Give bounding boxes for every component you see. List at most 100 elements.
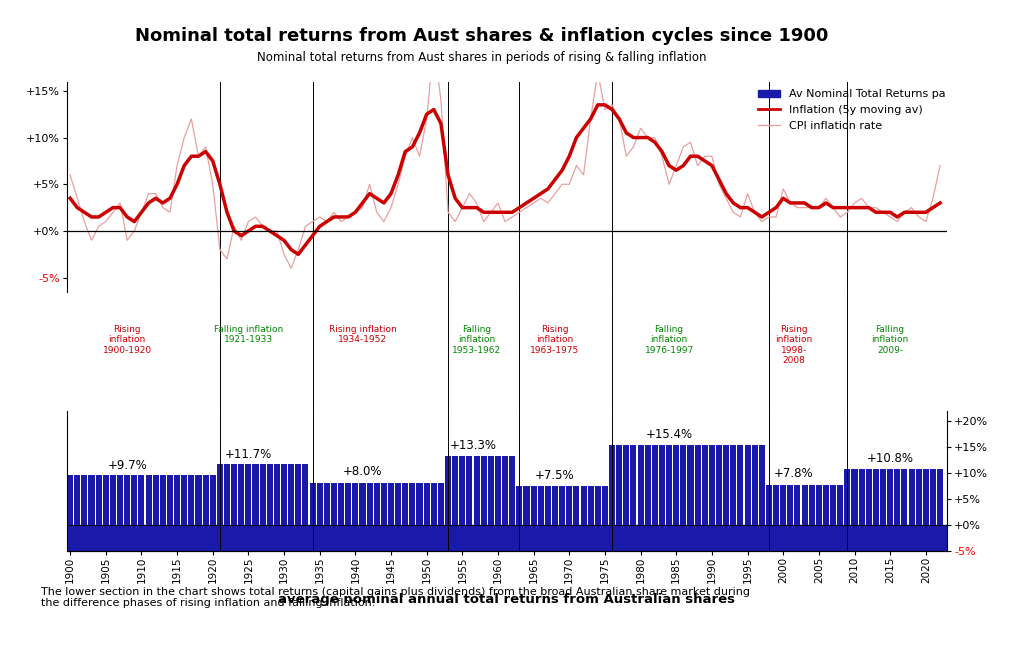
Bar (787, 484, 794, 525)
Text: +9.7%: +9.7% (108, 459, 147, 472)
Bar (516, 486, 522, 525)
Bar (438, 484, 444, 525)
Bar (110, 475, 116, 525)
Bar (858, 469, 864, 525)
Bar (253, 464, 258, 525)
Bar (239, 464, 245, 525)
Bar (638, 445, 644, 525)
Bar (331, 484, 337, 525)
Bar (880, 469, 886, 525)
Bar (552, 486, 558, 525)
Bar (367, 484, 373, 525)
Bar (210, 475, 216, 525)
Text: The lower section in the chart shows total returns (capital gains plus dividends: The lower section in the chart shows tot… (41, 587, 750, 608)
Bar (324, 484, 330, 525)
Bar (281, 464, 287, 525)
Bar (160, 475, 166, 525)
Bar (374, 484, 380, 525)
Bar (865, 469, 871, 525)
Bar (872, 469, 879, 525)
Text: Nominal total returns from Aust shares & inflation cycles since 1900: Nominal total returns from Aust shares &… (134, 27, 828, 45)
Bar (217, 464, 223, 525)
Bar (652, 445, 657, 525)
Bar (509, 456, 515, 525)
Bar (224, 464, 230, 525)
Bar (273, 464, 280, 525)
Bar (196, 475, 202, 525)
Bar (538, 486, 544, 525)
Bar (381, 484, 387, 525)
Bar (246, 464, 252, 525)
Bar (480, 456, 486, 525)
Bar (145, 475, 152, 525)
Bar (908, 469, 914, 525)
Bar (487, 456, 494, 525)
Bar (431, 484, 437, 525)
Bar (153, 475, 159, 525)
Bar (830, 484, 837, 525)
Bar (453, 456, 458, 525)
Bar (68, 475, 73, 525)
Bar (231, 464, 238, 525)
Bar (131, 475, 137, 525)
Bar (338, 484, 344, 525)
Bar (823, 484, 829, 525)
Bar (445, 456, 452, 525)
Bar (701, 445, 708, 525)
Text: Falling
inflation
2009-: Falling inflation 2009- (871, 325, 908, 355)
Bar (894, 469, 900, 525)
Bar (737, 445, 743, 525)
Bar (730, 445, 736, 525)
Bar (744, 445, 751, 525)
Bar (530, 486, 537, 525)
Text: Falling inflation
1921-1933: Falling inflation 1921-1933 (214, 325, 283, 344)
Bar (716, 445, 722, 525)
Bar (631, 445, 637, 525)
Bar (167, 475, 173, 525)
Bar (117, 475, 123, 525)
Bar (673, 445, 679, 525)
Bar (460, 456, 465, 525)
Text: Rising
inflation
1900-1920: Rising inflation 1900-1920 (102, 325, 152, 355)
Bar (288, 464, 294, 525)
Bar (602, 486, 608, 525)
Text: Nominal total returns from Aust shares in periods of rising & falling inflation: Nominal total returns from Aust shares i… (257, 51, 706, 64)
Bar (780, 484, 786, 525)
Bar (887, 469, 893, 525)
Bar (88, 475, 94, 525)
Bar (417, 484, 423, 525)
Bar (845, 469, 850, 525)
Bar (295, 464, 301, 525)
Bar (923, 469, 929, 525)
Bar (723, 445, 729, 525)
Text: +13.3%: +13.3% (450, 439, 497, 452)
Bar (473, 456, 479, 525)
Bar (466, 456, 472, 525)
Bar (709, 445, 715, 525)
Bar (67, 525, 947, 551)
Bar (795, 484, 801, 525)
Bar (624, 445, 630, 525)
Bar (495, 456, 501, 525)
Bar (595, 486, 601, 525)
Bar (773, 484, 779, 525)
Text: +7.5%: +7.5% (536, 469, 574, 482)
Bar (609, 445, 615, 525)
Bar (410, 484, 416, 525)
Bar (502, 456, 508, 525)
Bar (138, 475, 144, 525)
Bar (359, 484, 366, 525)
Bar (809, 484, 815, 525)
Bar (174, 475, 180, 525)
Bar (424, 484, 430, 525)
Bar (523, 486, 529, 525)
Text: +7.8%: +7.8% (774, 467, 814, 481)
Bar (95, 475, 101, 525)
Bar (680, 445, 686, 525)
Bar (267, 464, 272, 525)
Bar (852, 469, 857, 525)
Bar (930, 469, 936, 525)
Bar (559, 486, 565, 525)
Bar (102, 475, 109, 525)
Bar (645, 445, 650, 525)
